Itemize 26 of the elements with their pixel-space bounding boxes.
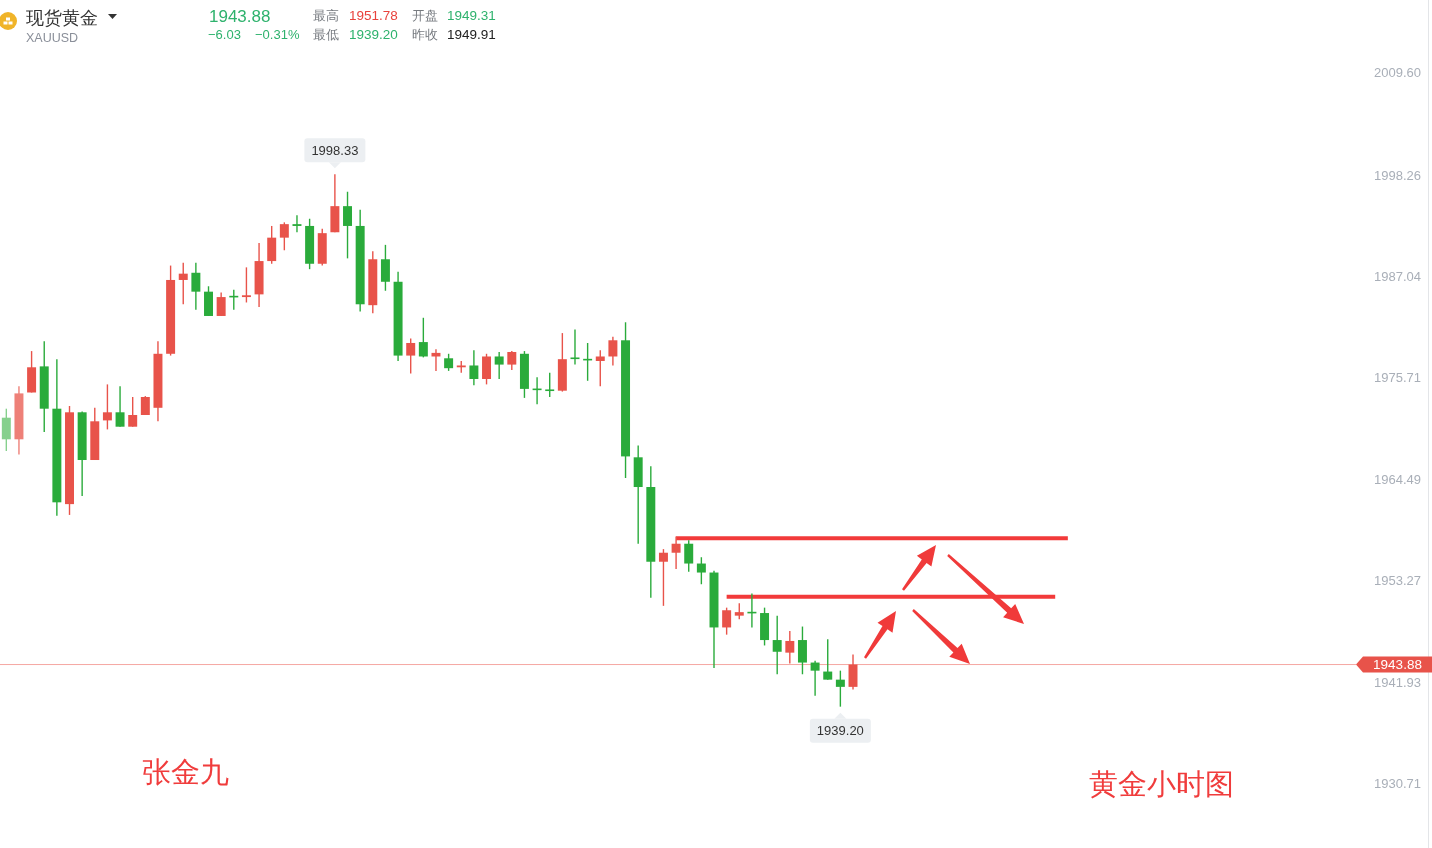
annotation: 1939.20 <box>816 723 864 739</box>
annotation: 黄金小时图 <box>1089 768 1234 800</box>
y-tick-label: 1975.71 <box>1374 370 1421 386</box>
annotation: 1951.78 <box>349 7 398 23</box>
annotation: 最低 <box>313 27 339 42</box>
ref-line-label: 1943.88 <box>1373 657 1422 673</box>
y-tick-label: 1964.49 <box>1374 471 1421 487</box>
annotation: 1943.88 <box>209 6 271 26</box>
annotation: 1949.31 <box>447 7 496 23</box>
y-tick-label: 1987.04 <box>1374 268 1421 284</box>
y-tick-label: 1930.71 <box>1374 775 1421 791</box>
chart-title: 现货黄金 <box>26 8 98 28</box>
annotation: 1949.91 <box>447 27 496 42</box>
annotation: 昨收 <box>412 27 438 42</box>
annotation: 最高 <box>313 7 339 23</box>
annotation: −6.03 <box>208 27 241 42</box>
annotation: 张金九 <box>142 756 229 788</box>
y-tick-label: 1941.93 <box>1374 674 1421 690</box>
y-tick-label: 1998.26 <box>1374 167 1421 183</box>
header: 现货黄金 XAUUSD <box>0 8 117 45</box>
annotation: 1998.33 <box>311 142 359 158</box>
annotation: −0.31% <box>255 27 300 42</box>
y-tick-label: 2009.60 <box>1374 65 1421 81</box>
annotation: 开盘 <box>412 7 438 23</box>
y-tick-label: 1953.27 <box>1374 572 1421 588</box>
annotation: 1939.20 <box>349 27 398 42</box>
